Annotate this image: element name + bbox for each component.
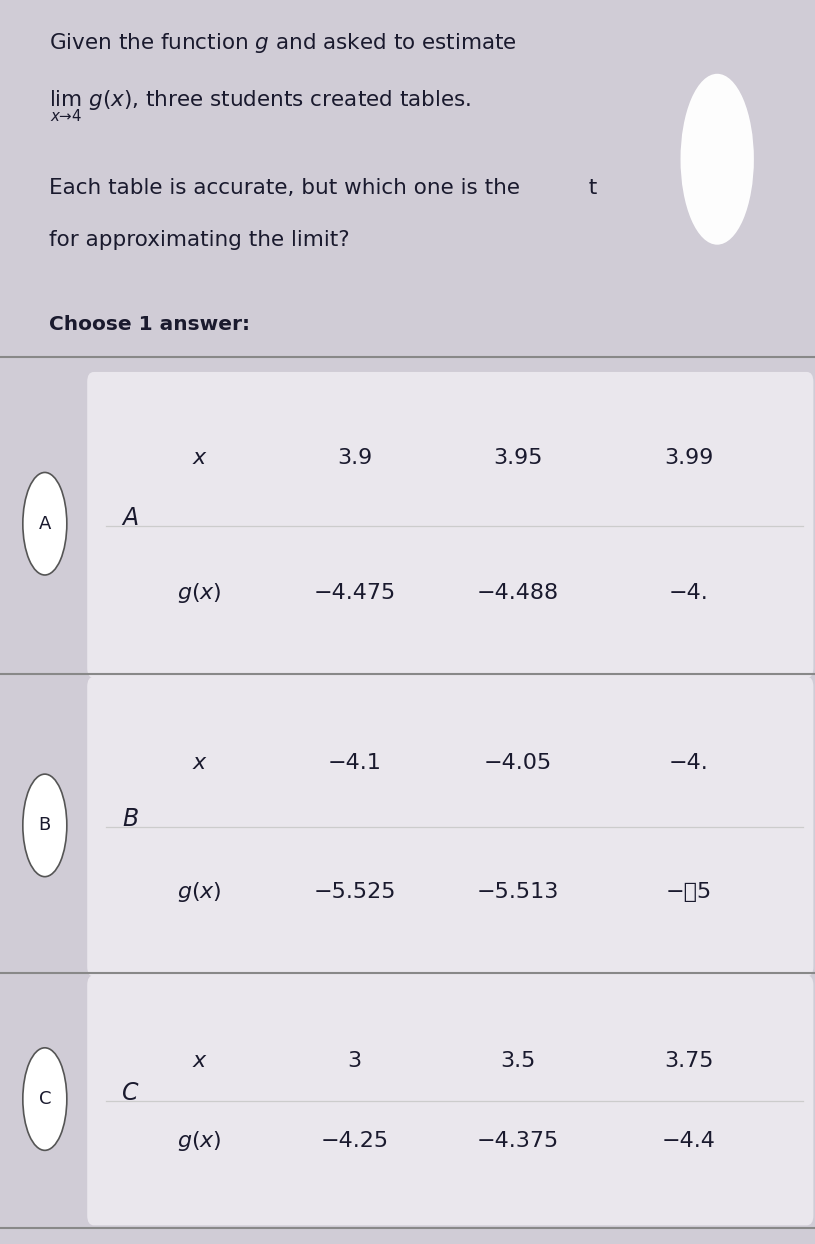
Text: B: B bbox=[38, 816, 51, 835]
Text: A: A bbox=[122, 505, 139, 530]
Text: 3.95: 3.95 bbox=[493, 448, 542, 468]
Text: −5.513: −5.513 bbox=[476, 882, 559, 902]
FancyBboxPatch shape bbox=[87, 677, 813, 977]
Text: $\lim_{x\to 4}$ $g(x)$, three students created tables.: $\lim_{x\to 4}$ $g(x)$, three students c… bbox=[49, 88, 471, 123]
Text: $g(x)$: $g(x)$ bbox=[178, 880, 222, 904]
Text: $x$: $x$ bbox=[192, 1051, 208, 1071]
Text: $x$: $x$ bbox=[192, 753, 208, 773]
Ellipse shape bbox=[23, 1047, 67, 1151]
Ellipse shape bbox=[23, 774, 67, 877]
Text: 3: 3 bbox=[347, 1051, 362, 1071]
Text: −5: −5 bbox=[666, 882, 711, 902]
Text: for approximating the limit?: for approximating the limit? bbox=[49, 230, 350, 250]
Text: −4.4: −4.4 bbox=[662, 1131, 716, 1151]
Text: −4.1: −4.1 bbox=[328, 753, 381, 773]
Text: B: B bbox=[122, 807, 139, 831]
Text: −4.05: −4.05 bbox=[483, 753, 552, 773]
Text: 3.5: 3.5 bbox=[500, 1051, 535, 1071]
Text: −4.475: −4.475 bbox=[314, 583, 395, 603]
Text: 3.99: 3.99 bbox=[664, 448, 713, 468]
Text: −4.488: −4.488 bbox=[477, 583, 558, 603]
Text: Given the function $g$ and asked to estimate: Given the function $g$ and asked to esti… bbox=[49, 31, 517, 55]
Text: 3.9: 3.9 bbox=[337, 448, 372, 468]
FancyBboxPatch shape bbox=[87, 975, 813, 1225]
Text: −5.525: −5.525 bbox=[313, 882, 396, 902]
Ellipse shape bbox=[23, 473, 67, 575]
Text: −4.25: −4.25 bbox=[320, 1131, 389, 1151]
Text: $x$: $x$ bbox=[192, 448, 208, 468]
Text: Choose 1 answer:: Choose 1 answer: bbox=[49, 315, 250, 333]
Text: −4.: −4. bbox=[669, 753, 708, 773]
FancyBboxPatch shape bbox=[87, 372, 813, 678]
Text: −4.375: −4.375 bbox=[477, 1131, 558, 1151]
Text: Each table is accurate, but which one is the          t: Each table is accurate, but which one is… bbox=[49, 178, 597, 198]
Text: C: C bbox=[122, 1081, 139, 1105]
Text: A: A bbox=[38, 515, 51, 532]
Text: $g(x)$: $g(x)$ bbox=[178, 1128, 222, 1153]
Text: 3.75: 3.75 bbox=[664, 1051, 713, 1071]
Text: −4.: −4. bbox=[669, 583, 708, 603]
Text: C: C bbox=[38, 1090, 51, 1108]
Text: $g(x)$: $g(x)$ bbox=[178, 581, 222, 606]
Ellipse shape bbox=[681, 73, 754, 245]
